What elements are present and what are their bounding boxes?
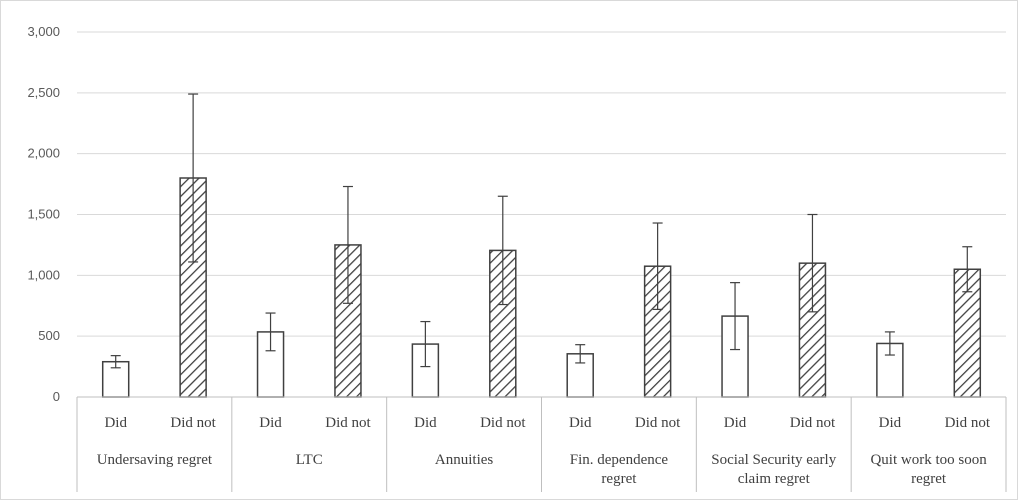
category-label: Did bbox=[104, 415, 127, 431]
group-label: Fin. dependence bbox=[570, 452, 669, 468]
group-label: Annuities bbox=[435, 452, 493, 468]
group-label: Undersaving regret bbox=[97, 452, 213, 468]
group-label: Quit work too soon bbox=[870, 452, 987, 468]
category-label: Did bbox=[879, 415, 902, 431]
group-label: LTC bbox=[296, 452, 323, 468]
bars bbox=[101, 93, 982, 398]
y-axis-ticks: 0 500 1,000 1,500 2,000 2,500 3,000 bbox=[27, 24, 60, 404]
y-tick-label: 1,000 bbox=[27, 267, 60, 282]
y-tick-label: 500 bbox=[38, 328, 60, 343]
group-label: Social Security early bbox=[711, 452, 836, 468]
category-label: Did not bbox=[325, 415, 371, 431]
category-label: Did not bbox=[480, 415, 526, 431]
x-axis bbox=[76, 396, 1007, 492]
gridlines bbox=[77, 31, 1006, 337]
y-tick-label: 0 bbox=[53, 389, 60, 404]
y-tick-label: 3,000 bbox=[27, 24, 60, 39]
category-label: Did not bbox=[635, 415, 681, 431]
category-label: Did bbox=[259, 415, 282, 431]
y-tick-label: 2,000 bbox=[27, 146, 60, 161]
category-label: Did bbox=[414, 415, 437, 431]
category-label: Did bbox=[724, 415, 747, 431]
category-label: Did not bbox=[170, 415, 216, 431]
category-label: Did bbox=[569, 415, 592, 431]
y-tick-label: 1,500 bbox=[27, 207, 60, 222]
group-label: claim regret bbox=[738, 471, 811, 487]
category-label: Did not bbox=[790, 415, 836, 431]
group-label: regret bbox=[601, 471, 637, 487]
y-tick-label: 2,500 bbox=[27, 85, 60, 100]
x-axis-labels: Did Did not Undersaving regret Did Did not LT… bbox=[97, 415, 991, 487]
group-label: regret bbox=[911, 471, 947, 487]
category-label: Did not bbox=[945, 415, 991, 431]
